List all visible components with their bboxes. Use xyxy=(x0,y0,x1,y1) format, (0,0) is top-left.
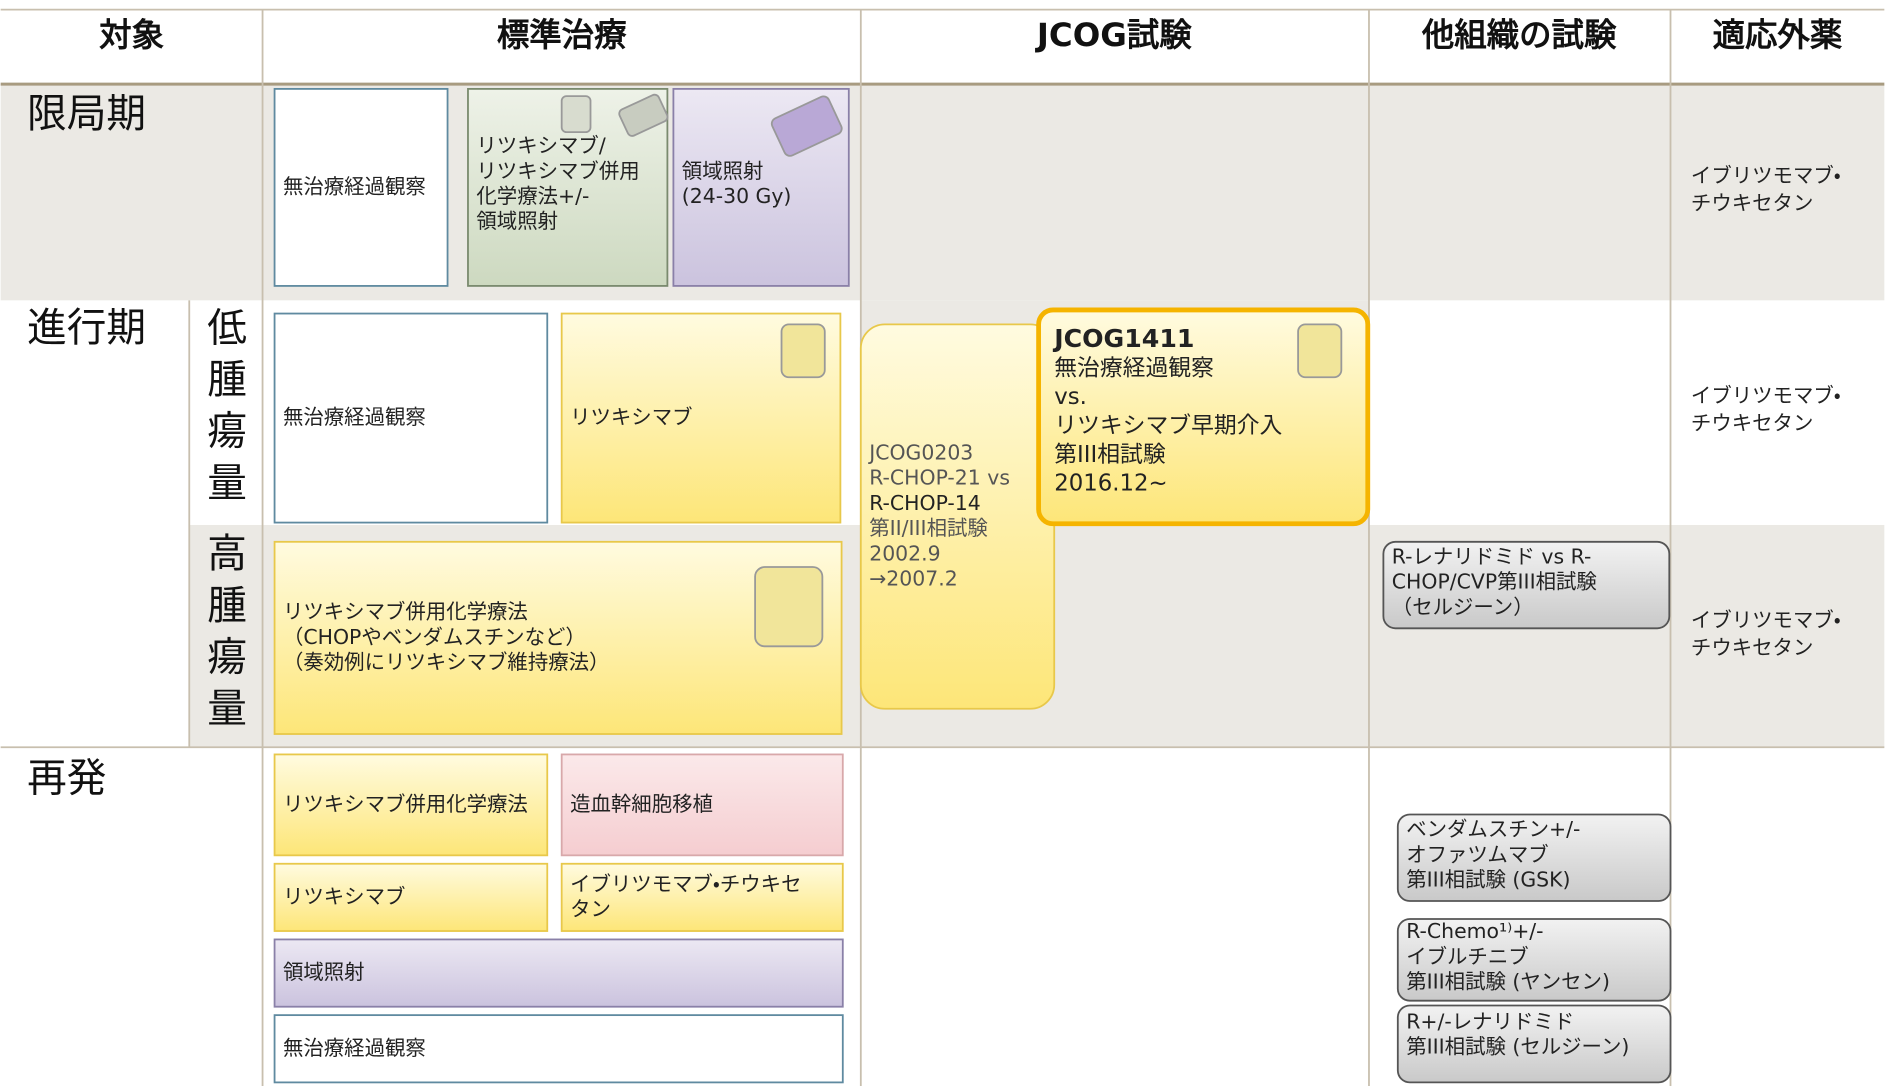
box-text: （セルジーン） xyxy=(1392,595,1534,619)
row-label: 進行期 xyxy=(27,305,146,351)
box-text: 領域照射 xyxy=(476,209,558,233)
box-text: 2002.9 xyxy=(869,541,940,565)
treatment-box xyxy=(273,87,449,287)
box-text: (24-30 Gy) xyxy=(682,184,792,208)
box-text: JCOG0203 xyxy=(867,441,973,465)
drug-icon xyxy=(780,323,826,379)
off-label-text: チウキセタン xyxy=(1691,191,1813,215)
box-text: リツキシマブ xyxy=(570,405,692,429)
box-text: 2016.12~ xyxy=(1054,471,1167,497)
box-text: 領域照射 xyxy=(682,159,764,183)
box-text: 化学療法+/- xyxy=(476,184,589,208)
box-text: リツキシマブ/ xyxy=(476,134,605,158)
box-text: 第II/III相試験 xyxy=(869,516,988,540)
box-text: リツキシマブ併用化学療法 xyxy=(283,600,528,624)
drug-icon xyxy=(1297,323,1343,379)
box-text: イブルチニブ xyxy=(1406,944,1528,968)
box-text: R-CHOP-21 vs xyxy=(869,466,1010,490)
box-text: CHOP/CVP第III相試験 xyxy=(1392,570,1597,594)
treatment-box xyxy=(273,753,549,857)
box-text: vs. xyxy=(1054,384,1087,410)
column-header: 他組織の試験 xyxy=(1421,16,1617,54)
box-text: 無治療経過観察 xyxy=(1054,355,1214,381)
treatment-box xyxy=(560,862,844,932)
box-text: リツキシマブ早期介入 xyxy=(1054,413,1282,439)
off-label-text: イブリツモマブ・ xyxy=(1691,608,1841,632)
box-text: 第III相試験 (セルジーン) xyxy=(1406,1035,1629,1059)
treatment-box xyxy=(1396,813,1672,902)
treatment-box xyxy=(273,540,843,735)
box-text: （CHOPやベンダムスチンなど） xyxy=(283,625,586,649)
off-label-text: チウキセタン xyxy=(1691,636,1813,660)
box-text: リツキシマブ併用化学療法 xyxy=(283,792,528,816)
device-icon xyxy=(770,95,843,157)
box-text: 無治療経過観察 xyxy=(283,405,426,429)
off-label-text: イブリツモマブ・ xyxy=(1691,383,1841,407)
row-label: 再発 xyxy=(27,755,106,801)
row-label: 限局期 xyxy=(27,91,146,137)
treatment-box xyxy=(273,312,549,524)
box-text: 無治療経過観察 xyxy=(283,1036,426,1060)
box-text: R-CHOP-14 xyxy=(869,491,981,515)
treatment-box xyxy=(273,1014,844,1084)
box-text: リツキシマブ xyxy=(283,884,405,908)
box-text: イブリツモマブ・チウキセ xyxy=(570,872,801,896)
box-text: 領域照射 xyxy=(283,960,365,984)
box-text: 造血幹細胞移植 xyxy=(570,792,713,816)
column-header: 標準治療 xyxy=(497,16,627,54)
treatment-box xyxy=(1396,1004,1672,1084)
drug-icon xyxy=(754,566,824,648)
column-header: JCOG試験 xyxy=(1035,16,1192,54)
box-text: リツキシマブ併用 xyxy=(476,159,639,183)
treatment-box xyxy=(1036,307,1371,527)
device-icon xyxy=(618,93,669,137)
treatment-box xyxy=(273,862,549,932)
column-header: 対象 xyxy=(99,16,164,54)
off-label-text: チウキセタン xyxy=(1691,411,1813,435)
box-text: 第III相試験 (ヤンセン) xyxy=(1406,970,1610,994)
box-text: タン xyxy=(570,897,611,921)
treatment-box xyxy=(1396,918,1672,1002)
treatment-box xyxy=(273,938,844,1008)
treatment-box xyxy=(1382,540,1671,630)
icons xyxy=(560,93,1343,648)
treatment-box xyxy=(560,753,844,857)
box-text: 無治療経過観察 xyxy=(283,174,426,198)
box-text: オファツムマブ xyxy=(1406,842,1548,866)
row-label: 高腫瘍量 xyxy=(207,531,247,732)
off-label-text: イブリツモマブ・ xyxy=(1691,164,1841,188)
box-text: ベンダムスチン+/- xyxy=(1406,817,1580,841)
box-text: JCOG1411 xyxy=(1052,324,1194,353)
drug-icon xyxy=(560,95,592,134)
box-text: R-Chemo¹⁾+/- xyxy=(1406,919,1543,943)
box-text: R-レナリドミド vs R- xyxy=(1392,544,1592,568)
box-text: R+/-レナリドミド xyxy=(1406,1009,1574,1033)
column-header: 適応外薬 xyxy=(1713,16,1843,54)
box-text: →2007.2 xyxy=(869,567,958,591)
box-text: 第III相試験 xyxy=(1054,442,1166,468)
box-text: 第III相試験 (GSK) xyxy=(1406,868,1570,892)
row-label: 低腫瘍量 xyxy=(207,305,247,506)
box-text: （奏効例にリツキシマブ維持療法） xyxy=(283,650,610,674)
